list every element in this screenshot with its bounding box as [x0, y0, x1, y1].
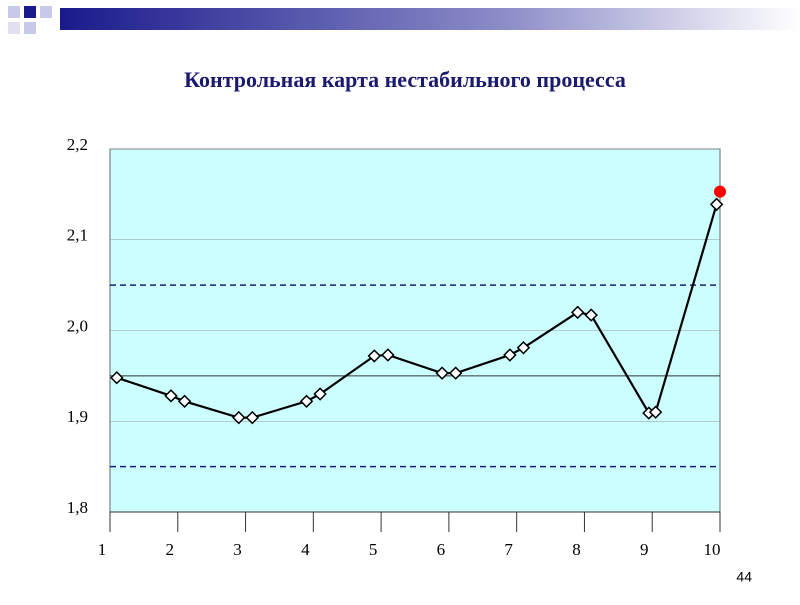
- data-line: [116, 204, 718, 419]
- data-point: [435, 366, 449, 380]
- x-tick-label: 3: [233, 540, 242, 559]
- x-tick-label: 10: [704, 540, 721, 559]
- data-point: [584, 308, 598, 322]
- decor-square: [40, 6, 52, 18]
- decor-square: [24, 6, 36, 18]
- x-tick-label: 1: [98, 540, 107, 559]
- chart-title: Контрольная карта нестабильного процесса: [184, 67, 626, 92]
- data-point: [177, 394, 192, 409]
- data-point: [448, 366, 463, 380]
- highlight-point: [714, 185, 726, 198]
- x-tick-label: 4: [301, 540, 310, 559]
- y-tick-label: 2,0: [67, 316, 88, 335]
- decor-square: [8, 6, 20, 18]
- x-tick-label: 9: [640, 540, 649, 559]
- data-point: [709, 197, 724, 212]
- y-tick-label: 2,1: [67, 226, 88, 245]
- data-point: [164, 389, 178, 403]
- data-point: [245, 410, 260, 425]
- data-point: [381, 348, 395, 362]
- decor-square: [24, 22, 36, 34]
- x-tick-label: 2: [166, 540, 175, 559]
- x-tick-label: 5: [369, 540, 378, 559]
- header-bar: [60, 8, 800, 30]
- y-tick-label: 2,2: [67, 135, 88, 154]
- decor-square: [8, 22, 20, 34]
- data-point: [367, 349, 382, 363]
- data-point: [313, 387, 327, 401]
- data-point: [503, 348, 517, 362]
- y-tick-label: 1,8: [67, 498, 88, 517]
- data-point: [648, 405, 663, 419]
- data-point: [232, 410, 246, 425]
- y-tick-label: 1,9: [67, 407, 88, 426]
- data-point: [299, 394, 314, 409]
- data-point: [516, 341, 531, 355]
- x-tick-label: 8: [572, 540, 581, 559]
- page-number: 44: [736, 569, 752, 585]
- x-tick-label: 7: [504, 540, 513, 559]
- x-tick-label: 6: [437, 540, 446, 559]
- data-point: [570, 305, 585, 320]
- data-point: [110, 370, 124, 385]
